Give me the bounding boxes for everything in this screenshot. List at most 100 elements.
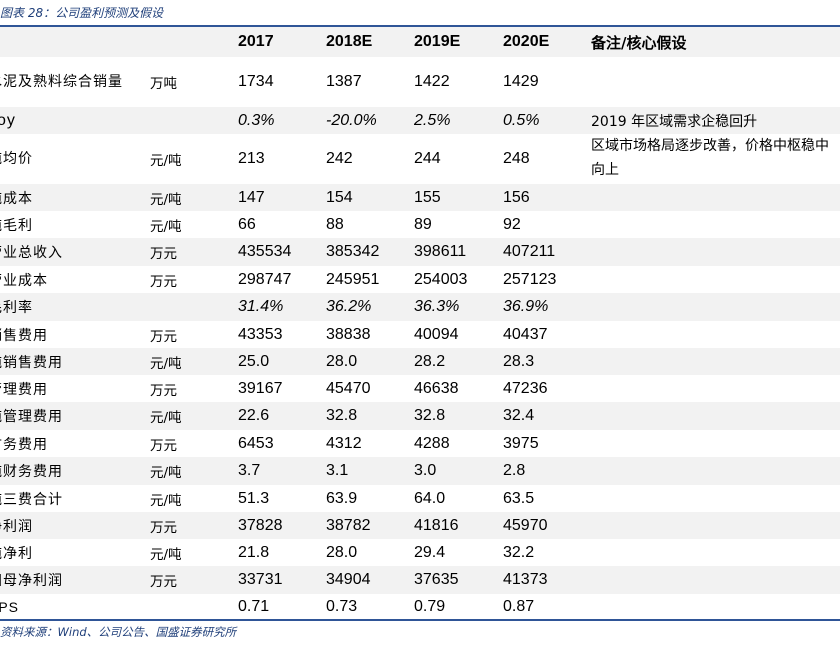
- value-2020e: 32.2: [503, 543, 535, 561]
- value-2018e: 45470: [326, 379, 371, 397]
- value-2019e: 32.8: [414, 407, 446, 424]
- value-2020e: 0.5%: [503, 111, 540, 129]
- value-2018e: 242: [326, 150, 353, 167]
- table-row: 吨毛利 元/吨 66 88 89 92: [0, 211, 840, 238]
- row-unit: 万元: [150, 574, 177, 590]
- value-2018e: 154: [326, 188, 353, 206]
- row-unit: 元/吨: [150, 546, 182, 563]
- row-unit: 元/吨: [150, 355, 182, 372]
- value-2018e: 38782: [326, 516, 371, 534]
- value-2018e: 3.1: [326, 462, 349, 479]
- value-2019e: 1422: [414, 73, 450, 90]
- value-2019e: 89: [414, 215, 432, 233]
- row-label: 营业总收入: [0, 245, 63, 261]
- value-2018e: 36.2%: [326, 298, 372, 315]
- row-note: [591, 293, 840, 321]
- value-2018e: -20.0%: [326, 111, 377, 129]
- row-unit: 万元: [150, 328, 177, 345]
- value-2019e: 36.3%: [414, 298, 460, 315]
- value-2017: 39167: [238, 379, 283, 397]
- row-label: 营业成本: [0, 272, 48, 289]
- table-row: 吨三费合计 元/吨 51.3 63.9 64.0 63.5: [0, 485, 840, 512]
- value-2019e: 2.5%: [414, 111, 451, 129]
- row-label: 毛利率: [0, 300, 33, 316]
- row-note: [591, 375, 840, 402]
- table-row: EPS 0.71 0.73 0.79 0.87: [0, 594, 840, 619]
- value-2019e: 155: [414, 188, 441, 206]
- value-2018e: 245951: [326, 270, 380, 288]
- row-label: 吨均价: [0, 150, 33, 167]
- value-2017: 213: [238, 150, 265, 167]
- table-row: 吨管理费用 元/吨 22.6 32.8 32.8 32.4: [0, 402, 840, 430]
- value-2018e: 38838: [326, 325, 371, 343]
- table-row: 营业总收入 万元 435534 385342 398611 407211: [0, 238, 840, 266]
- value-2017: 3.7: [238, 462, 261, 479]
- table-top-rule: [0, 25, 840, 27]
- value-2020e: 92: [503, 215, 521, 233]
- row-label: 净利润: [0, 518, 33, 535]
- row-note: [591, 594, 840, 619]
- value-2020e: 63.5: [503, 489, 535, 507]
- value-2018e: 385342: [326, 243, 380, 260]
- table-row: 管理费用 万元 39167 45470 46638 47236: [0, 375, 840, 402]
- value-2019e: 3.0: [414, 462, 437, 479]
- value-2017: 25.0: [238, 352, 270, 370]
- table-row: 财务费用 万元 6453 4312 4288 3975: [0, 430, 840, 457]
- value-2020e: 3975: [503, 434, 539, 452]
- table-row: 水泥及熟料综合销量 万吨 1734 1387 1422 1429: [0, 57, 840, 107]
- value-2019e: 4288: [414, 434, 450, 452]
- value-2018e: 28.0: [326, 352, 358, 370]
- row-note: [591, 402, 840, 430]
- table-row: 销售费用 万元 43353 38838 40094 40437: [0, 321, 840, 348]
- row-note: [591, 266, 840, 293]
- table-row: 吨净利 元/吨 21.8 28.0 29.4 32.2: [0, 539, 840, 566]
- value-2018e: 34904: [326, 571, 371, 588]
- row-label: 财务费用: [0, 436, 48, 453]
- value-2018e: 63.9: [326, 489, 358, 507]
- value-2017: 33731: [238, 571, 283, 588]
- row-unit: 万吨: [150, 76, 177, 92]
- header-notes: 备注/核心假设: [591, 33, 687, 52]
- row-label: 吨毛利: [0, 217, 33, 234]
- value-2020e: 257123: [503, 270, 557, 288]
- row-unit: 万元: [150, 519, 177, 536]
- row-label: EPS: [0, 598, 20, 615]
- row-label: 吨管理费用: [0, 409, 63, 425]
- value-2020e: 1429: [503, 73, 539, 90]
- value-2020e: 41373: [503, 571, 548, 588]
- value-2019e: 398611: [414, 243, 467, 260]
- value-2020e: 40437: [503, 325, 548, 343]
- row-unit: [150, 293, 232, 321]
- value-2020e: 156: [503, 188, 530, 206]
- row-unit: 万元: [150, 382, 177, 399]
- table-row: 吨成本 元/吨 147 154 155 156: [0, 184, 840, 211]
- value-2018e: 4312: [326, 434, 362, 452]
- value-2020e: 28.3: [503, 352, 535, 370]
- row-label: 吨三费合计: [0, 491, 63, 508]
- value-2018e: 1387: [326, 73, 362, 90]
- row-unit: 元/吨: [150, 218, 182, 235]
- value-2020e: 45970: [503, 516, 548, 534]
- row-unit: 万元: [150, 246, 177, 262]
- value-2017: 0.3%: [238, 111, 275, 129]
- value-2017: 37828: [238, 516, 283, 534]
- row-note: [591, 566, 840, 594]
- table-row: 吨均价 元/吨 213 242 244 248 区域市场格局逐步改善，价格中枢稳中向上: [0, 134, 840, 184]
- table-row: 归母净利润 万元 33731 34904 37635 41373: [0, 566, 840, 594]
- value-2019e: 40094: [414, 325, 459, 343]
- value-2020e: 36.9%: [503, 298, 549, 315]
- row-note: 区域市场格局逐步改善，价格中枢稳中向上: [591, 138, 829, 178]
- header-2017: 2017: [238, 33, 274, 50]
- value-2020e: 0.87: [503, 597, 535, 615]
- row-label: 销售费用: [0, 327, 48, 344]
- value-2018e: 28.0: [326, 543, 358, 561]
- row-label: 吨销售费用: [0, 354, 63, 371]
- table-row: 毛利率 31.4% 36.2% 36.3% 36.9%: [0, 293, 840, 321]
- value-2018e: 88: [326, 215, 344, 233]
- row-unit: 元/吨: [150, 410, 182, 426]
- row-label: 吨财务费用: [0, 464, 63, 480]
- figure-caption: 图表 28：公司盈利预测及假设: [0, 6, 164, 20]
- value-2017: 147: [238, 188, 265, 206]
- value-2017: 22.6: [238, 407, 270, 424]
- value-2019e: 46638: [414, 379, 459, 397]
